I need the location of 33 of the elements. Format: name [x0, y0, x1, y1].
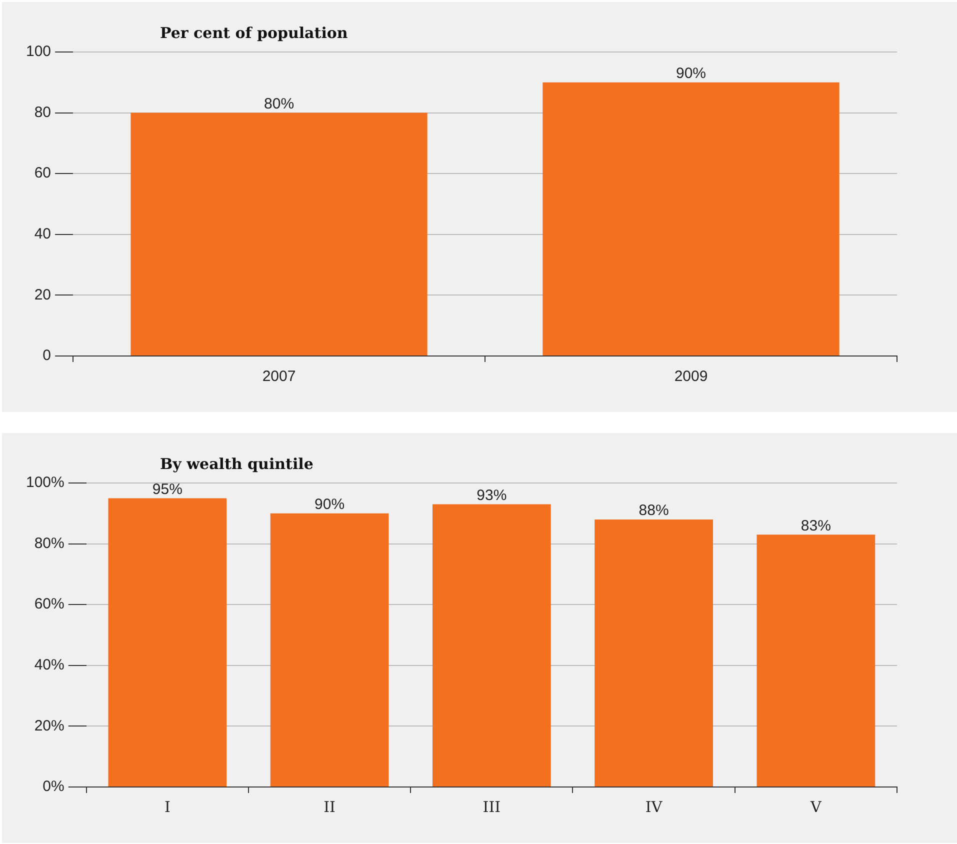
x-tick-label: III: [482, 798, 501, 816]
data-label: 95%: [152, 480, 182, 498]
y-tick-label: 100%: [26, 474, 64, 492]
y-tick-label: 40: [34, 226, 52, 243]
y-tick-label: 100: [26, 43, 52, 60]
bar: [756, 534, 876, 786]
bar: [270, 513, 389, 786]
x-tick-label: V: [810, 798, 823, 816]
data-label: 90%: [314, 496, 345, 514]
bar: [108, 498, 227, 786]
data-label: 83%: [800, 517, 831, 534]
bar: [594, 519, 713, 786]
chart-title: Per cent of population: [160, 24, 348, 42]
y-tick-label: 20%: [34, 717, 64, 734]
data-label: 93%: [476, 486, 507, 504]
x-tick-label: I: [164, 798, 170, 816]
x-tick-label: 2009: [674, 368, 708, 386]
y-tick-label: 0: [42, 347, 52, 364]
y-tick-label: 60: [34, 164, 52, 182]
y-tick-label: 80: [34, 104, 52, 121]
x-tick-label: 2007: [262, 368, 296, 386]
y-tick-label: 40%: [34, 656, 64, 674]
data-label: 80%: [264, 95, 294, 112]
data-label: 88%: [638, 502, 669, 520]
x-tick-label: II: [324, 798, 336, 816]
data-label: 90%: [676, 65, 706, 82]
y-tick-label: 0%: [42, 778, 64, 796]
y-tick-label: 20: [34, 286, 52, 304]
chart-title: By wealth quintile: [160, 455, 314, 473]
x-tick-label: IV: [645, 798, 664, 816]
y-tick-label: 80%: [34, 534, 64, 552]
y-tick-label: 60%: [34, 596, 64, 613]
bar: [432, 504, 551, 786]
